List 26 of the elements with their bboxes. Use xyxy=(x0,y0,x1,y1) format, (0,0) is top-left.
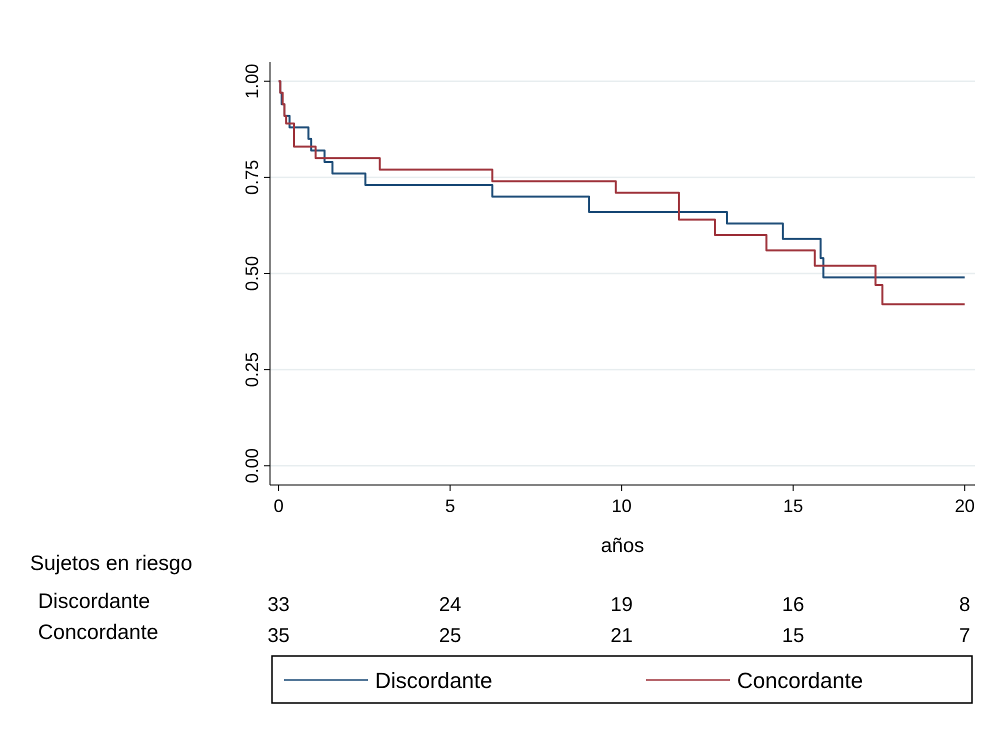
text: Concordante xyxy=(38,621,158,644)
y-tick-label: 0.00 xyxy=(242,448,262,484)
x-tick-label: 10 xyxy=(612,496,632,516)
y-tick-label: 0.75 xyxy=(242,160,262,195)
text: 7 xyxy=(959,625,970,647)
text: Discordante xyxy=(38,590,150,613)
y-tick-label: 0.50 xyxy=(242,256,262,292)
text: 33 xyxy=(267,594,290,616)
text: 8 xyxy=(959,594,970,616)
text: 19 xyxy=(610,594,633,616)
x-tick-label: 5 xyxy=(445,496,456,516)
text: 25 xyxy=(438,625,462,647)
x-tick-label: 15 xyxy=(783,496,804,516)
text: Sujetos en riesgo xyxy=(30,552,192,575)
text: 16 xyxy=(782,594,804,616)
legend-label: Concordante xyxy=(737,668,863,693)
text: 15 xyxy=(782,625,804,647)
y-tick-label: 0.25 xyxy=(242,352,262,388)
legend-label: Discordante xyxy=(375,668,492,693)
x-tick-label: 20 xyxy=(954,496,975,516)
x-tick-label: 0 xyxy=(274,496,284,516)
y-tick-label: 1.00 xyxy=(242,64,262,99)
text: 21 xyxy=(610,625,633,647)
text: 35 xyxy=(267,625,290,647)
x-axis-title: años xyxy=(600,535,644,557)
text: 24 xyxy=(438,594,462,616)
